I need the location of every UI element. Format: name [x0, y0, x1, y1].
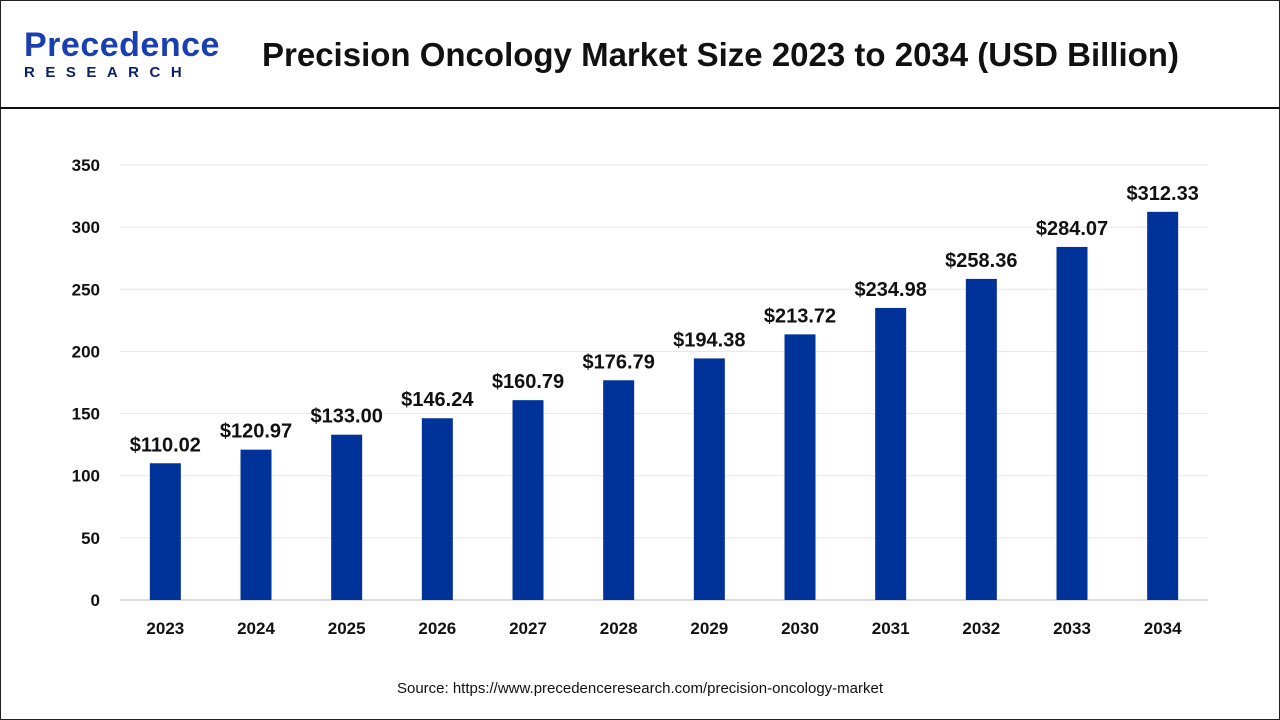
- x-tick-label: 2030: [781, 619, 819, 638]
- x-tick-label: 2028: [600, 619, 638, 638]
- bar: [603, 380, 635, 600]
- chart-title: Precision Oncology Market Size 2023 to 2…: [262, 36, 1179, 73]
- x-tick-label: 2031: [872, 619, 910, 638]
- data-label: $133.00: [311, 406, 383, 428]
- bar: [149, 463, 181, 600]
- header: Precedence RESEARCH Precision Oncology M…: [0, 0, 1280, 109]
- y-tick-label: 200: [72, 342, 100, 361]
- y-tick-label: 50: [81, 529, 100, 548]
- data-label: $213.72: [764, 305, 836, 327]
- y-tick-label: 0: [91, 591, 100, 610]
- bar: [331, 434, 363, 600]
- bar: [1147, 211, 1179, 601]
- data-label: $160.79: [492, 371, 564, 393]
- source-text: Source: https://www.precedenceresearch.c…: [396, 680, 884, 697]
- data-label: $234.98: [855, 279, 927, 301]
- data-label: $176.79: [583, 351, 655, 373]
- logo-line2: RESEARCH: [24, 64, 193, 81]
- bar: [693, 358, 725, 600]
- data-label: $146.24: [401, 389, 474, 411]
- data-label: $284.07: [1036, 218, 1108, 240]
- x-tick-label: 2033: [1053, 619, 1091, 638]
- bar: [240, 449, 272, 600]
- data-label: $110.02: [130, 434, 201, 456]
- bar: [421, 418, 453, 600]
- x-tick-label: 2034: [1144, 619, 1182, 638]
- bar: [1056, 246, 1088, 600]
- bar: [512, 400, 544, 600]
- bar: [875, 307, 907, 600]
- logo-line1: Precedence: [24, 26, 220, 64]
- x-tick-label: 2032: [962, 619, 1000, 638]
- logo: Precedence RESEARCH: [24, 28, 220, 81]
- y-tick-label: 150: [72, 405, 100, 424]
- bar: [965, 278, 997, 600]
- x-tick-label: 2029: [690, 619, 728, 638]
- x-tick-label: 2025: [328, 619, 366, 638]
- data-label: $120.97: [220, 421, 292, 443]
- x-tick-label: 2027: [509, 619, 547, 638]
- x-tick-label: 2023: [146, 619, 184, 638]
- x-tick-label: 2024: [237, 619, 275, 638]
- y-tick-label: 250: [72, 280, 100, 299]
- data-label: $194.38: [673, 329, 745, 351]
- y-tick-label: 100: [72, 467, 100, 486]
- y-tick-label: 300: [72, 218, 100, 237]
- data-label: $258.36: [945, 250, 1017, 272]
- x-tick-label: 2026: [418, 619, 456, 638]
- y-tick-label: 350: [72, 156, 100, 175]
- data-label: $312.33: [1127, 183, 1199, 205]
- bar: [784, 334, 816, 600]
